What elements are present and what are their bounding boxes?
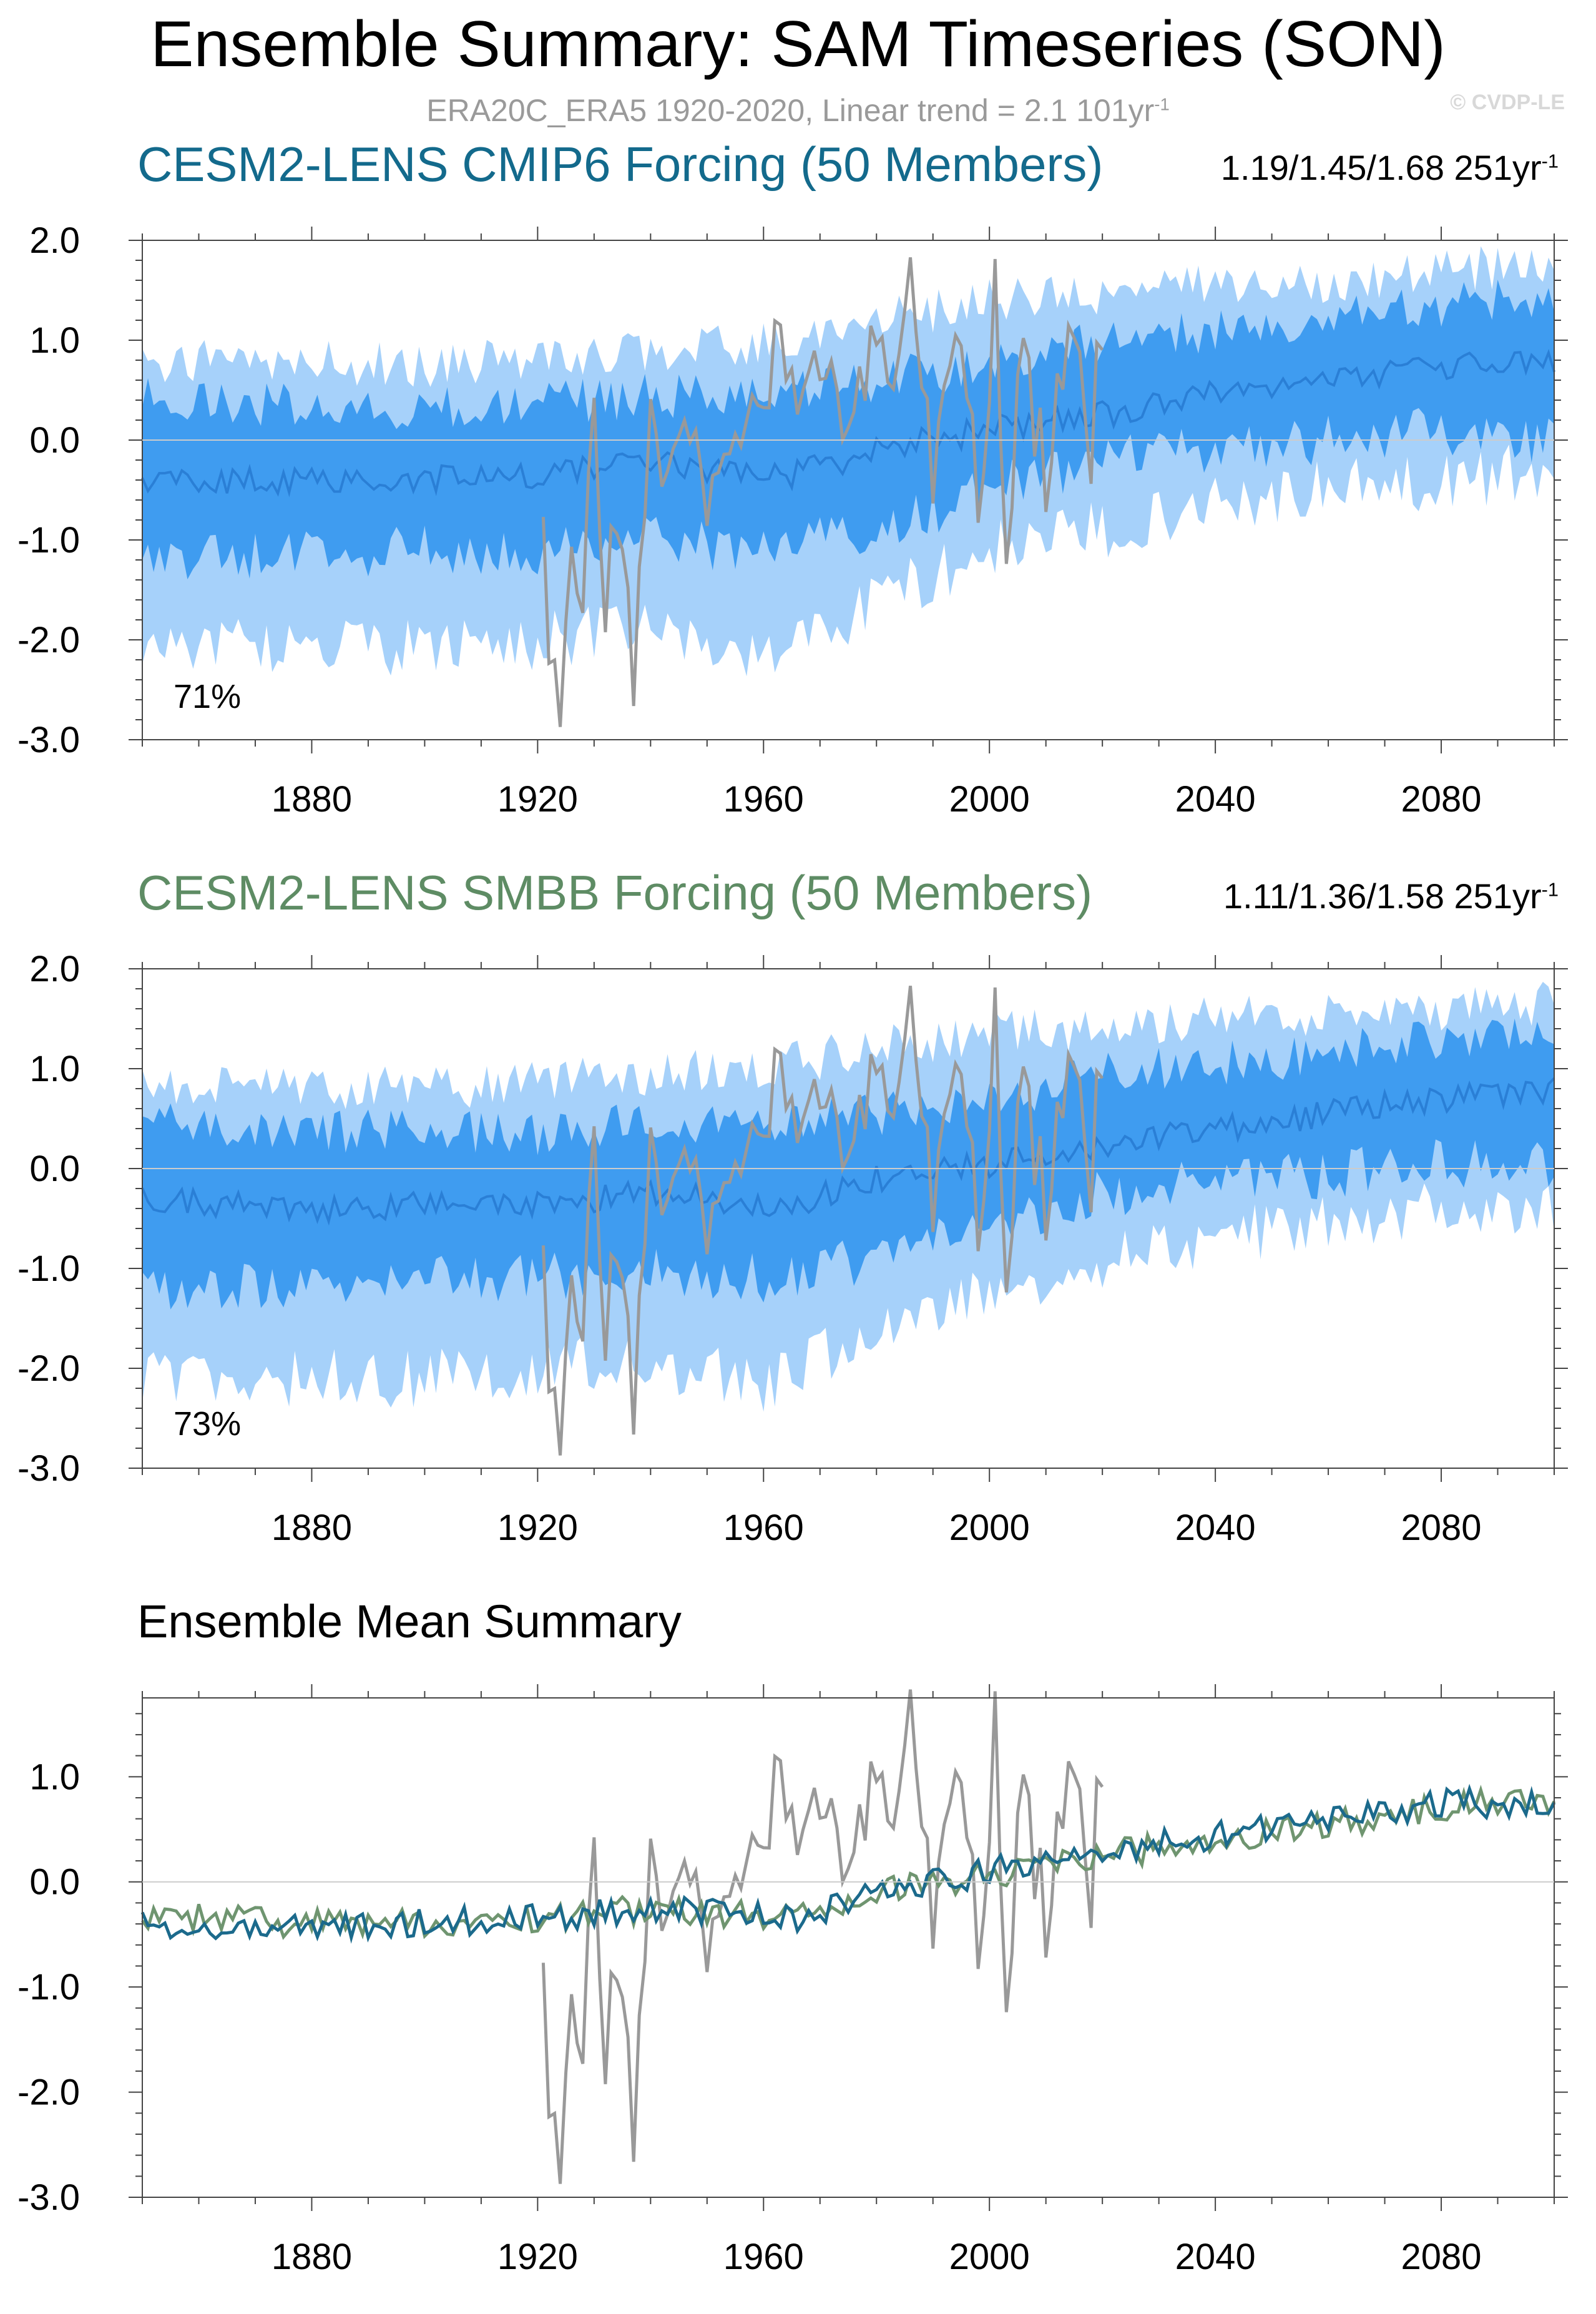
x-tick-label: 1960 <box>723 2237 804 2277</box>
panel3-axes: 1880 1920 1960 2000 2040 2080 1.0 0.0 -1.0 -2.0 -3… <box>17 1684 1568 2277</box>
y-tick-label: -3.0 <box>17 1448 80 1489</box>
panel3-marks <box>140 1689 1556 2184</box>
y-tick-label: 2.0 <box>29 949 80 989</box>
y-tick-label: -2.0 <box>17 1348 80 1389</box>
observations-line <box>541 1689 1104 2184</box>
panel2-trend: 1.11/1.36/1.58 251yr-1 <box>1223 876 1559 916</box>
y-tick-label: 2.0 <box>29 220 80 261</box>
panel1-trend-superscript: -1 <box>1541 150 1559 172</box>
y-tick-label: 0.0 <box>29 1149 80 1189</box>
y-tick-label: 1.0 <box>29 1049 80 1089</box>
y-tick-label: -1.0 <box>17 520 80 561</box>
inner-range-band <box>142 1018 1554 1310</box>
subtitle: ERA20C_ERA5 1920-2020, Linear trend = 2.… <box>0 92 1596 129</box>
x-tick-label: 2000 <box>949 779 1030 820</box>
x-tick-label: 1880 <box>272 779 352 820</box>
y-tick-label: -3.0 <box>17 720 80 760</box>
subtitle-superscript: -1 <box>1154 94 1170 114</box>
main-title: Ensemble Summary: SAM Timeseries (SON) <box>150 8 1446 81</box>
plot-frame <box>142 240 1555 740</box>
panel1-marks <box>141 246 1555 727</box>
panel2-trend-text: 1.11/1.36/1.58 251yr <box>1223 876 1542 916</box>
cmip6-mean-line <box>140 1783 1556 1944</box>
ensemble-mean-line <box>141 348 1555 498</box>
x-tick-label: 2040 <box>1175 1508 1256 1548</box>
panel2-trend-superscript: -1 <box>1541 878 1559 901</box>
panel3-title: Ensemble Mean Summary <box>137 1596 682 1647</box>
x-tick-label: 1920 <box>497 2237 578 2277</box>
x-tick-label: 1880 <box>272 2237 352 2277</box>
x-tick-label: 2040 <box>1175 2237 1256 2277</box>
x-tick-label: 2080 <box>1401 779 1482 820</box>
observations-line <box>541 257 1104 727</box>
y-tick-label: -3.0 <box>17 2177 80 2218</box>
y-tick-label: 0.0 <box>29 420 80 461</box>
panel1-axes: 1880 1920 1960 2000 2040 2080 2.0 1.0 0.0 -1.0 -2.… <box>17 220 1568 820</box>
x-tick-label: 1960 <box>723 1508 804 1548</box>
x-tick-label: 2040 <box>1175 779 1256 820</box>
panel2-marks <box>141 981 1555 1456</box>
panel2-axes: 1880 1920 1960 2000 2040 2080 2.0 1.0 0.0 -1.0 -2.… <box>17 949 1568 1548</box>
x-tick-label: 1880 <box>272 1508 352 1548</box>
y-tick-label: -1.0 <box>17 1248 80 1289</box>
y-tick-label: -1.0 <box>17 1967 80 2008</box>
panel1-trend: 1.19/1.45/1.68 251yr-1 <box>1221 147 1559 188</box>
plot-frame <box>142 968 1555 1469</box>
x-tick-label: 2000 <box>949 2237 1030 2277</box>
x-tick-label: 1920 <box>497 1508 578 1548</box>
y-tick-label: 1.0 <box>29 1757 80 1797</box>
x-tick-label: 2080 <box>1401 2237 1482 2277</box>
panel2-title: CESM2-LENS SMBB Forcing (50 Members) <box>137 865 1093 920</box>
x-tick-label: 2080 <box>1401 1508 1482 1548</box>
x-tick-label: 1920 <box>497 779 578 820</box>
observations-line <box>541 986 1104 1456</box>
y-tick-label: -2.0 <box>17 2072 80 2113</box>
panel1-percent: 71% <box>174 678 242 715</box>
watermark: © CVDP-LE <box>1450 91 1565 114</box>
panel1-title: CESM2-LENS CMIP6 Forcing (50 Members) <box>137 137 1104 192</box>
subtitle-text: ERA20C_ERA5 1920-2020, Linear trend = 2.… <box>426 93 1155 128</box>
x-tick-label: 2000 <box>949 1508 1030 1548</box>
x-tick-label: 1960 <box>723 779 804 820</box>
y-tick-label: -2.0 <box>17 620 80 660</box>
plot-frame <box>142 1697 1555 2198</box>
panel2-percent: 73% <box>174 1405 242 1443</box>
y-tick-label: 0.0 <box>29 1862 80 1903</box>
y-tick-label: 1.0 <box>29 320 80 361</box>
ensemble-mean-line <box>141 1077 1555 1226</box>
panel1-trend-text: 1.19/1.45/1.68 251yr <box>1220 148 1542 187</box>
